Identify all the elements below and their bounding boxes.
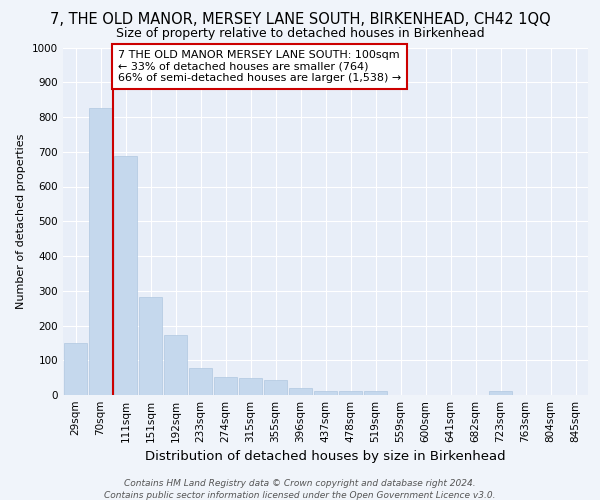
Bar	[64, 343, 87, 395]
Bar	[364, 391, 387, 395]
Bar	[89, 108, 112, 395]
Bar	[264, 380, 287, 395]
Bar	[189, 368, 212, 395]
Text: Contains public sector information licensed under the Open Government Licence v3: Contains public sector information licen…	[104, 491, 496, 500]
Y-axis label: Number of detached properties: Number of detached properties	[16, 134, 26, 309]
Text: 7, THE OLD MANOR, MERSEY LANE SOUTH, BIRKENHEAD, CH42 1QQ: 7, THE OLD MANOR, MERSEY LANE SOUTH, BIR…	[50, 12, 550, 28]
Text: Contains HM Land Registry data © Crown copyright and database right 2024.: Contains HM Land Registry data © Crown c…	[124, 479, 476, 488]
Bar	[114, 156, 137, 395]
Bar	[489, 391, 512, 395]
Text: 7 THE OLD MANOR MERSEY LANE SOUTH: 100sqm
← 33% of detached houses are smaller (: 7 THE OLD MANOR MERSEY LANE SOUTH: 100sq…	[118, 50, 401, 83]
X-axis label: Distribution of detached houses by size in Birkenhead: Distribution of detached houses by size …	[145, 450, 506, 464]
Bar	[214, 377, 237, 395]
Bar	[339, 391, 362, 395]
Bar	[289, 388, 312, 395]
Bar	[164, 335, 187, 395]
Bar	[139, 296, 162, 395]
Bar	[239, 378, 262, 395]
Bar	[314, 391, 337, 395]
Text: Size of property relative to detached houses in Birkenhead: Size of property relative to detached ho…	[116, 28, 484, 40]
